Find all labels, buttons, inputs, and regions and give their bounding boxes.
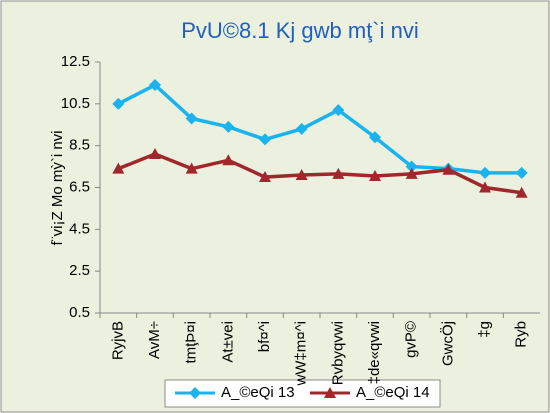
- y-tick-label: 8.5: [69, 137, 90, 154]
- y-tick-label: 10.5: [61, 95, 90, 112]
- data-point: [295, 122, 308, 135]
- y-axis-label: f¨vi¡Z Mo mỳ`i nvi: [49, 131, 66, 246]
- data-point: [259, 133, 271, 146]
- x-tick-label: GwcÖj: [438, 321, 456, 366]
- data-point: [369, 131, 381, 144]
- x-tick-label: ‡g: [476, 321, 493, 338]
- data-point: [185, 112, 198, 125]
- data-point: [442, 163, 455, 175]
- x-tick-label: At±vei: [219, 321, 236, 363]
- series-line: [117, 152, 522, 195]
- data-point: [332, 104, 345, 117]
- legend-label: A_©eQi 13: [221, 384, 295, 401]
- data-point: [149, 79, 161, 92]
- x-tick-label: AvM÷: [146, 321, 163, 359]
- y-tick-label: 4.5: [69, 220, 90, 237]
- data-point: [515, 186, 528, 198]
- data-point: [112, 162, 125, 174]
- data-point: [259, 171, 271, 183]
- series-line: [117, 82, 522, 175]
- x-tick-label: Ryb: [513, 321, 530, 348]
- data-point: [479, 181, 491, 193]
- data-point: [405, 160, 418, 173]
- data-point: [369, 169, 381, 181]
- x-tick-label: Rvbyqvwi: [329, 321, 346, 385]
- y-tick-label: 0.5: [69, 304, 90, 321]
- legend-marker: [189, 387, 201, 399]
- data-point: [222, 154, 235, 166]
- x-tick-label: RyjvB: [109, 321, 126, 360]
- data-point: [405, 167, 418, 179]
- y-tick-label: 12.5: [61, 53, 90, 70]
- data-point: [222, 120, 235, 133]
- data-point: [185, 162, 198, 174]
- legend-marker: [324, 387, 336, 398]
- x-tick-label: gvP©: [403, 321, 420, 358]
- legend-label: A_©eQi 14: [356, 384, 430, 401]
- data-point: [149, 148, 161, 160]
- x-tick-label: wW‡m¤^i: [293, 321, 310, 387]
- data-point: [295, 168, 308, 180]
- data-point: [332, 167, 345, 179]
- x-tick-label: bf¤^i: [256, 321, 273, 352]
- chart-title: PvU©8.1 Kj gwb mţ`i nvi: [181, 18, 419, 43]
- data-point: [112, 97, 125, 110]
- y-tick-label: 6.5: [69, 178, 90, 195]
- data-point: [515, 166, 528, 179]
- x-tick-label: tmţÞ¤i: [183, 321, 200, 364]
- y-tick-label: 2.5: [69, 262, 90, 279]
- data-point: [479, 166, 491, 179]
- x-tick-label: ‡de«qvwi: [366, 321, 383, 384]
